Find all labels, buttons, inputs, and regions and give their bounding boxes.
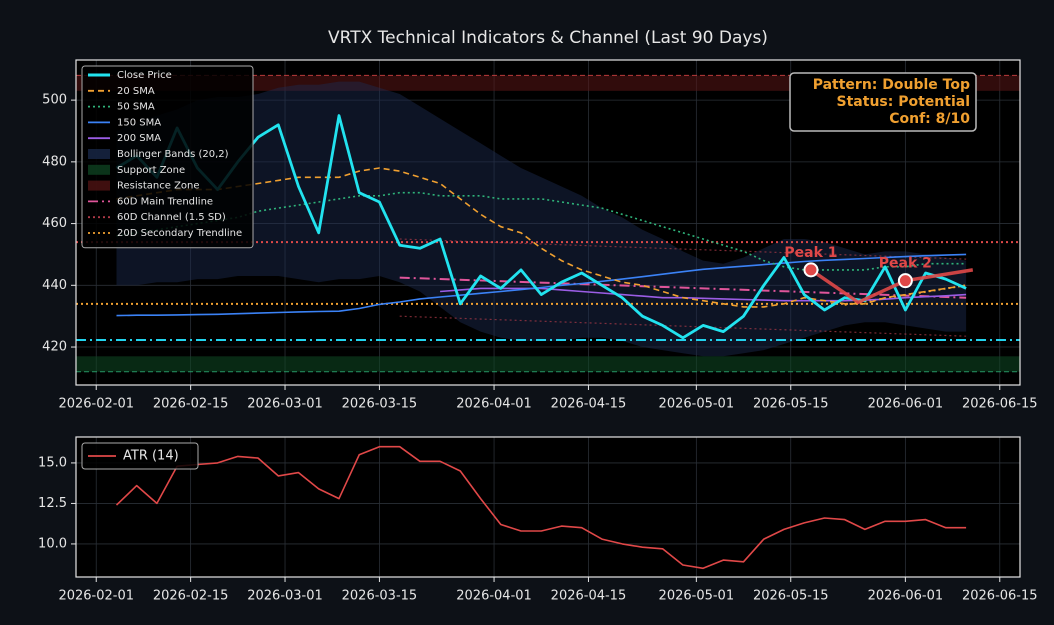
legend-label: Resistance Zone	[117, 181, 200, 192]
peak-label: Peak 2	[879, 256, 932, 272]
x-tick-label: 2026-04-15	[551, 397, 627, 412]
y-tick-label: 460	[42, 216, 67, 231]
x-tick-label: 2026-04-01	[456, 397, 532, 412]
chart-title: VRTX Technical Indicators & Channel (Las…	[328, 28, 768, 48]
x-tick-label: 2026-05-01	[659, 589, 735, 604]
x-tick-label: 2026-06-01	[868, 397, 944, 412]
info-text: Status: Potential	[837, 94, 970, 110]
x-tick-label: 2026-02-15	[153, 589, 229, 604]
x-tick-label: 2026-03-01	[247, 589, 323, 604]
peak-label: Peak 1	[784, 245, 837, 261]
zone	[76, 75, 1020, 91]
x-tick-label: 2026-05-01	[659, 397, 735, 412]
peak-marker	[897, 273, 913, 289]
x-tick-label: 2026-06-01	[868, 589, 944, 604]
series-line	[116, 167, 967, 308]
legend-swatch	[88, 164, 110, 175]
legend-swatch	[88, 180, 110, 191]
x-tick-label: 2026-05-15	[753, 589, 829, 604]
trendline	[399, 276, 967, 299]
x-tick-label: 2026-03-01	[247, 397, 323, 412]
legend-swatch	[88, 149, 110, 159]
x-tick-label: 2026-02-15	[153, 397, 229, 412]
legend-label: ATR (14)	[123, 449, 179, 464]
zone	[76, 356, 1020, 372]
legend-label: Bollinger Bands (20,2)	[117, 149, 229, 160]
info-text: Conf: 8/10	[889, 111, 970, 127]
legend-label: 60D Channel (1.5 SD)	[117, 212, 226, 223]
legend-label: 60D Main Trendline	[117, 196, 213, 207]
axes-frame	[75, 436, 1021, 578]
y-tick-label: 480	[42, 154, 67, 169]
x-tick-label: 2026-06-15	[962, 397, 1038, 412]
x-tick-label: 2026-02-01	[58, 397, 134, 412]
x-tick-label: 2026-02-01	[58, 589, 134, 604]
legend-label: 20D Secondary Trendline	[117, 228, 242, 239]
info-text: Pattern: Double Top	[813, 77, 970, 93]
legend-box	[81, 442, 199, 470]
plot-area	[76, 437, 1020, 577]
legend-label: Close Price	[117, 70, 172, 81]
y-tick-label: 15.0	[38, 455, 67, 470]
series-line	[115, 114, 967, 340]
legend-label: Support Zone	[117, 165, 185, 176]
x-tick-label: 2026-03-15	[342, 589, 418, 604]
bollinger-band	[116, 81, 967, 357]
peak-marker	[803, 262, 819, 278]
x-tick-label: 2026-05-15	[753, 397, 829, 412]
x-tick-label: 2026-04-15	[551, 589, 627, 604]
pattern-line	[810, 268, 974, 305]
legend-label: 50 SMA	[117, 102, 155, 113]
y-tick-label: 420	[42, 340, 67, 355]
legend-label: 150 SMA	[117, 117, 161, 128]
series-line	[116, 253, 967, 317]
y-tick-label: 440	[42, 278, 67, 293]
x-tick-label: 2026-04-01	[456, 589, 532, 604]
legend-label: 20 SMA	[117, 86, 155, 97]
y-tick-label: 10.0	[38, 536, 67, 551]
legend-box	[81, 65, 254, 249]
legend-label: 200 SMA	[117, 133, 161, 144]
x-tick-label: 2026-03-15	[342, 397, 418, 412]
axes-frame	[75, 59, 1021, 386]
info-box	[789, 72, 977, 132]
y-tick-label: 12.5	[38, 496, 67, 511]
series-line	[115, 445, 967, 570]
x-tick-label: 2026-06-15	[962, 589, 1038, 604]
y-tick-label: 500	[42, 93, 67, 108]
